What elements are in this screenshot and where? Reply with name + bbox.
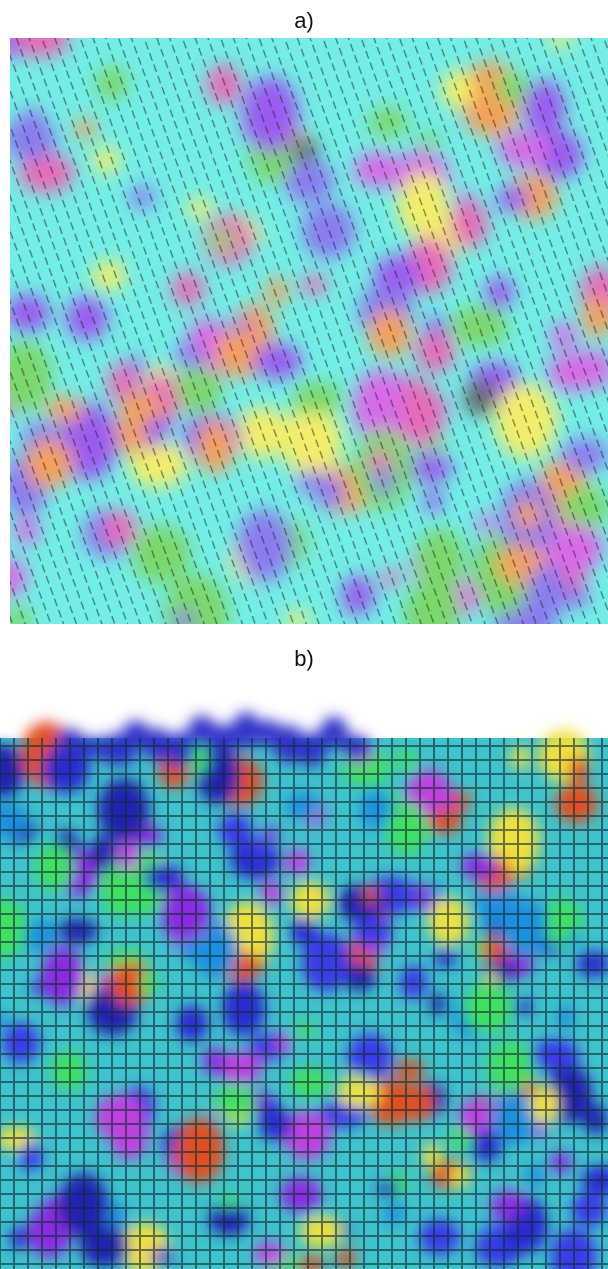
page: a) b) (() => { const data = JSON.parse(d…	[0, 0, 608, 1269]
panel-label: b)	[0, 646, 608, 672]
panel-label: a)	[0, 8, 608, 34]
vector-field-image	[10, 38, 608, 624]
mesh-image	[0, 690, 608, 1269]
arrow-field	[10, 38, 608, 624]
mesh-grid	[0, 738, 608, 1269]
